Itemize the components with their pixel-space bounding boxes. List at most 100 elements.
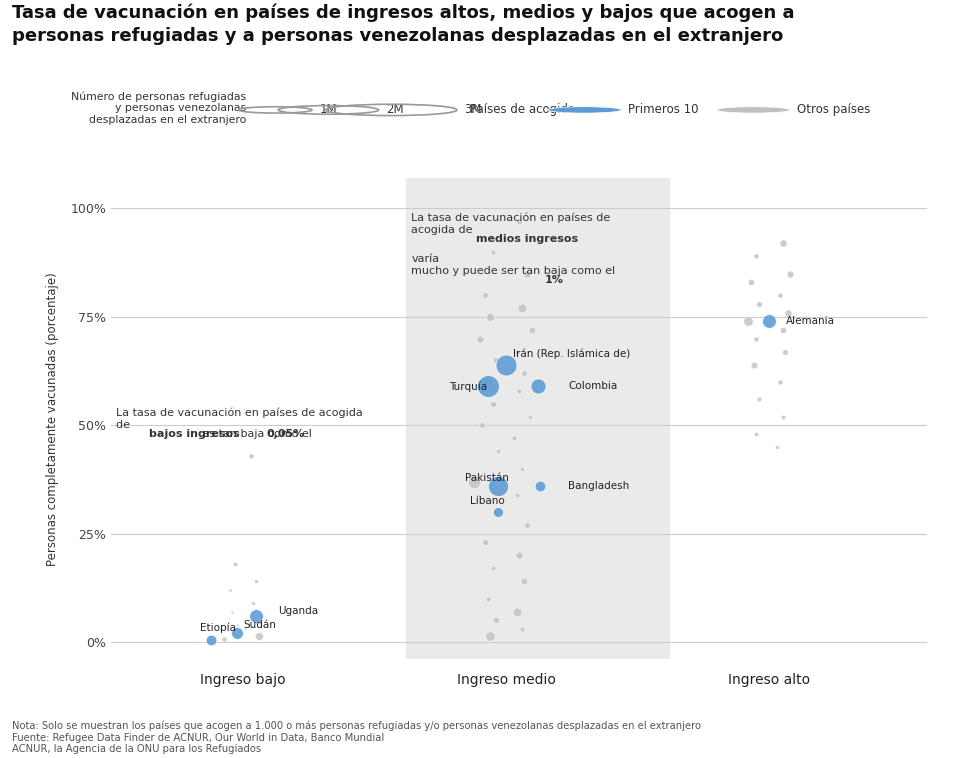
Point bbox=[485, 397, 500, 409]
Point bbox=[514, 623, 529, 635]
Point bbox=[485, 246, 500, 258]
Point bbox=[749, 333, 764, 345]
Point bbox=[743, 276, 758, 288]
Text: Turquía: Turquía bbox=[449, 381, 487, 392]
Point bbox=[741, 315, 756, 327]
Point bbox=[480, 593, 496, 605]
Point bbox=[230, 619, 245, 631]
Point bbox=[781, 306, 796, 318]
Point bbox=[472, 333, 488, 345]
Text: medios ingresos: medios ingresos bbox=[476, 233, 578, 243]
Text: varía
mucho y puede ser tan baja como el: varía mucho y puede ser tan baja como el bbox=[412, 255, 619, 276]
Point bbox=[778, 346, 793, 358]
Text: Irán (Rep. Islámica de): Irán (Rep. Islámica de) bbox=[513, 348, 630, 359]
Point bbox=[514, 462, 529, 475]
Text: 3M: 3M bbox=[465, 103, 482, 117]
Point bbox=[512, 550, 527, 562]
Point bbox=[238, 623, 253, 635]
Circle shape bbox=[548, 107, 621, 113]
Point bbox=[491, 506, 506, 518]
Text: Colombia: Colombia bbox=[568, 381, 617, 391]
Point bbox=[488, 354, 503, 366]
Text: Primeros 10: Primeros 10 bbox=[628, 103, 698, 117]
Point bbox=[248, 575, 264, 587]
Text: Países de acogida: Países de acogida bbox=[469, 103, 575, 117]
Point bbox=[245, 597, 261, 609]
Point bbox=[477, 289, 493, 301]
Point bbox=[248, 610, 264, 622]
Point bbox=[775, 411, 790, 423]
Text: La tasa de vacunación en países de acogida
de: La tasa de vacunación en países de acogi… bbox=[116, 408, 363, 430]
Point bbox=[761, 315, 777, 327]
Point bbox=[749, 428, 764, 440]
Point bbox=[752, 393, 767, 406]
Bar bbox=[406, 178, 669, 659]
Point bbox=[467, 475, 482, 487]
Point bbox=[488, 615, 503, 627]
Point bbox=[480, 376, 496, 388]
Point bbox=[752, 298, 767, 310]
Point bbox=[477, 537, 493, 549]
Point bbox=[772, 289, 787, 301]
Point bbox=[230, 628, 245, 640]
Text: Líbano: Líbano bbox=[470, 496, 505, 506]
Point bbox=[770, 441, 785, 453]
Y-axis label: Personas completamente vacunadas (porcentaje): Personas completamente vacunadas (porcen… bbox=[46, 272, 59, 565]
Point bbox=[483, 630, 498, 642]
Text: es tan baja como el: es tan baja como el bbox=[199, 429, 315, 439]
Point bbox=[520, 268, 535, 280]
Text: 0,05%: 0,05% bbox=[267, 429, 305, 439]
Point bbox=[517, 575, 532, 587]
Point bbox=[512, 215, 527, 227]
Point bbox=[491, 445, 506, 457]
Point bbox=[522, 411, 537, 423]
Point bbox=[216, 633, 232, 645]
Text: 2M: 2M bbox=[386, 103, 404, 117]
Point bbox=[222, 584, 238, 596]
Point bbox=[512, 384, 527, 396]
Point bbox=[498, 359, 514, 371]
Point bbox=[227, 558, 242, 570]
Text: Número de personas refugiadas
y personas venezolanas
desplazadas en el extranjer: Número de personas refugiadas y personas… bbox=[71, 92, 246, 125]
Text: Pakistán: Pakistán bbox=[465, 473, 509, 483]
Text: Sudán: Sudán bbox=[243, 620, 276, 630]
Text: Tasa de vacunación en países de ingresos altos, medios y bajos que acogen a
pers: Tasa de vacunación en países de ingresos… bbox=[12, 4, 794, 45]
Point bbox=[242, 449, 258, 462]
Point bbox=[517, 367, 532, 379]
Text: 1M: 1M bbox=[320, 103, 337, 117]
Point bbox=[483, 311, 498, 323]
Point bbox=[241, 615, 256, 627]
Text: Etiopía: Etiopía bbox=[200, 622, 236, 633]
Point bbox=[525, 324, 540, 336]
Point bbox=[509, 489, 525, 501]
Text: La tasa de vacunación en países de
acogida de: La tasa de vacunación en países de acogi… bbox=[412, 213, 611, 235]
Point bbox=[224, 606, 240, 618]
Point bbox=[474, 419, 490, 431]
Point bbox=[775, 237, 790, 249]
Point bbox=[485, 562, 500, 575]
Text: Uganda: Uganda bbox=[278, 606, 318, 615]
Text: Alemania: Alemania bbox=[786, 316, 835, 326]
Point bbox=[749, 250, 764, 262]
Text: Bangladesh: Bangladesh bbox=[568, 481, 629, 491]
Text: 1%: 1% bbox=[544, 275, 563, 285]
Point bbox=[514, 302, 529, 315]
Point bbox=[509, 346, 525, 358]
Point bbox=[520, 519, 535, 531]
Text: bajos ingresos: bajos ingresos bbox=[150, 429, 240, 439]
Point bbox=[782, 268, 798, 280]
Point bbox=[746, 359, 761, 371]
Text: Nota: Solo se muestran los países que acogen a 1.000 o más personas refugiadas y: Nota: Solo se muestran los países que ac… bbox=[12, 721, 700, 754]
Circle shape bbox=[717, 107, 790, 113]
Point bbox=[772, 376, 787, 388]
Point bbox=[491, 480, 506, 492]
Point bbox=[532, 480, 548, 492]
Point bbox=[506, 432, 522, 444]
Point bbox=[530, 381, 546, 393]
Point bbox=[204, 634, 219, 646]
Text: Otros países: Otros países bbox=[797, 103, 870, 117]
Point bbox=[509, 606, 525, 618]
Point bbox=[480, 381, 496, 393]
Point bbox=[251, 630, 267, 642]
Point bbox=[488, 506, 503, 518]
